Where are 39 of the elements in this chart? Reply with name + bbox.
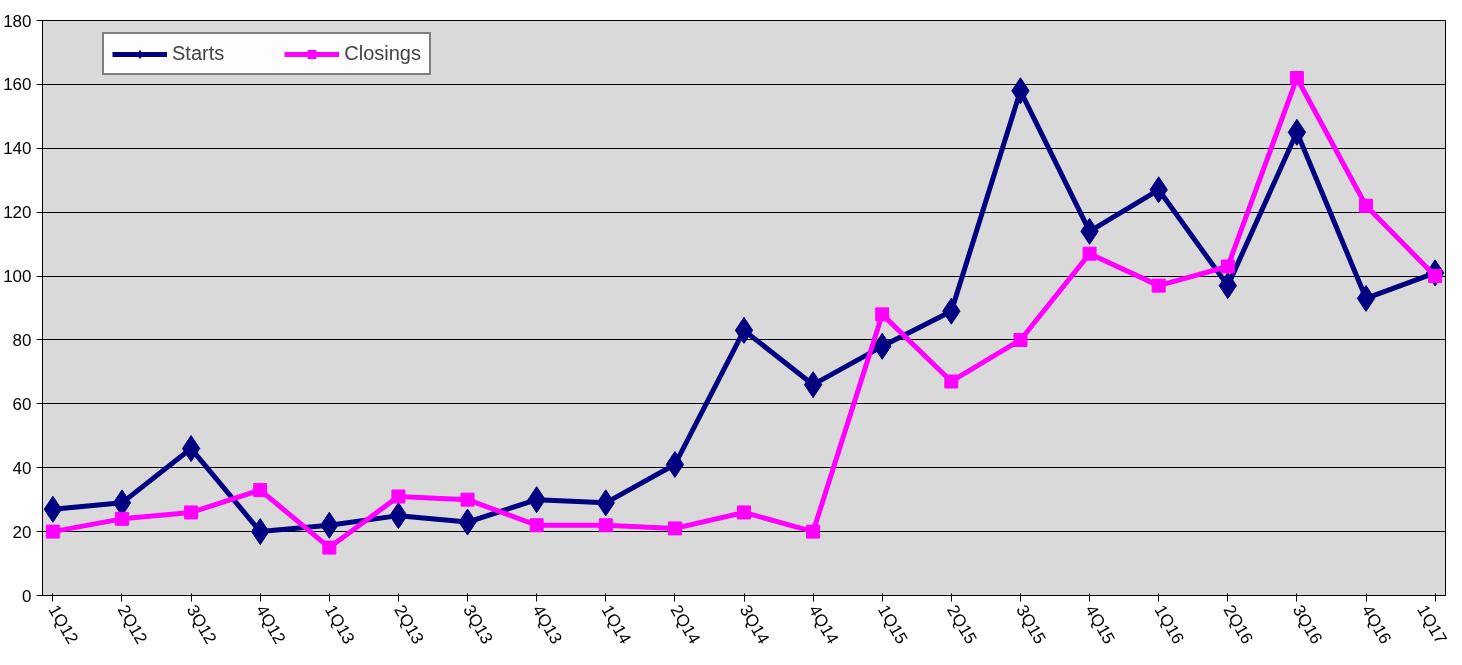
point (944, 374, 959, 389)
point (803, 371, 823, 399)
legend-label: Closings (344, 42, 421, 65)
point (734, 316, 754, 344)
point (1082, 246, 1097, 261)
point (1013, 332, 1028, 347)
y-tick-label: 180 (3, 11, 32, 31)
point (875, 307, 890, 322)
point (1289, 71, 1304, 85)
point (45, 524, 60, 539)
y-tick-label: 160 (3, 75, 32, 95)
point (529, 518, 544, 533)
point (253, 483, 268, 498)
point (806, 524, 821, 539)
legend-label: Starts (172, 42, 225, 65)
y-tick-label: 0 (22, 586, 32, 606)
point (667, 521, 682, 536)
point (1356, 284, 1376, 312)
point (181, 435, 201, 463)
y-tick-label: 140 (3, 139, 32, 159)
point (43, 495, 63, 523)
point (1287, 118, 1307, 146)
point (1220, 259, 1235, 274)
point (737, 505, 751, 520)
point (322, 540, 337, 555)
point (391, 489, 406, 504)
y-tick-label: 40 (12, 458, 32, 478)
point (184, 505, 199, 520)
point (114, 511, 129, 526)
y-tick-label: 120 (3, 203, 32, 223)
point (665, 451, 685, 479)
y-tick-label: 80 (12, 330, 32, 350)
y-tick-label: 20 (12, 522, 32, 542)
y-tick-label: 100 (3, 267, 32, 287)
point (1359, 198, 1374, 213)
point (598, 518, 613, 533)
point (460, 492, 475, 507)
point (1151, 278, 1166, 293)
y-tick-label: 60 (12, 394, 32, 414)
